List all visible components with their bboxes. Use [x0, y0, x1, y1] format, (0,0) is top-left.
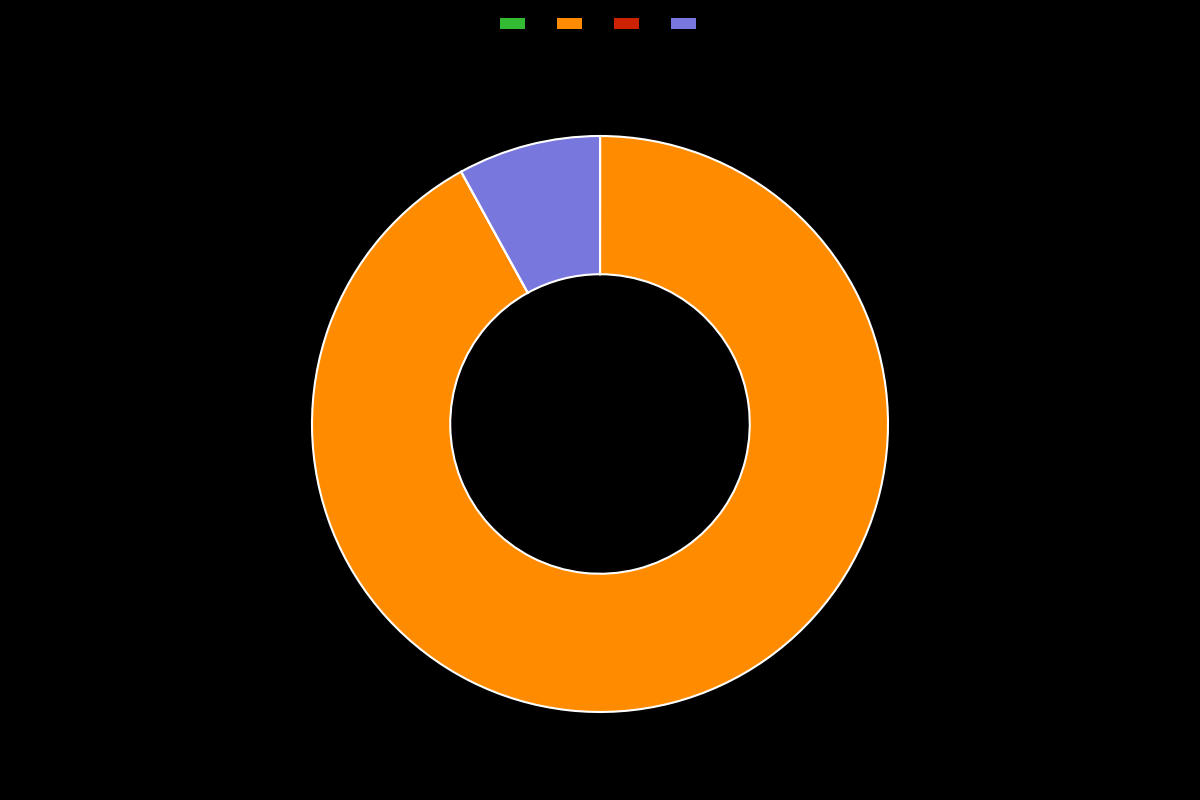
Legend: , , , : , , ,	[496, 14, 704, 36]
Wedge shape	[461, 136, 600, 293]
Wedge shape	[312, 136, 888, 712]
Wedge shape	[461, 172, 528, 293]
